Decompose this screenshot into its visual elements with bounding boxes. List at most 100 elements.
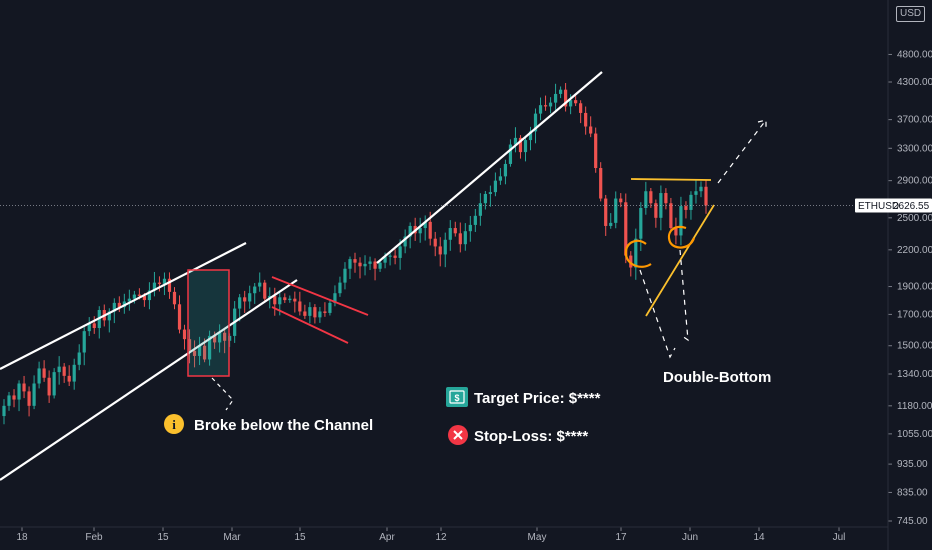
stop-loss-label: Stop-Loss: $**** bbox=[474, 428, 588, 445]
candle-body bbox=[574, 100, 578, 104]
candle-body bbox=[253, 286, 257, 294]
stop-icon-x bbox=[453, 430, 463, 440]
candle-body bbox=[82, 331, 86, 353]
candle-body bbox=[493, 180, 497, 193]
flag-upper-line[interactable] bbox=[271, 276, 369, 316]
y-tick-label: 1055.00 bbox=[897, 429, 932, 440]
candle-body bbox=[87, 323, 91, 332]
x-tick-label: 17 bbox=[615, 532, 627, 543]
target-icon bbox=[446, 387, 468, 407]
y-tick-label: 745.00 bbox=[897, 516, 928, 527]
candle-body bbox=[408, 225, 412, 237]
price-tag-price: 2626.55 bbox=[893, 201, 930, 212]
candle-body bbox=[629, 255, 633, 268]
candle-body bbox=[609, 222, 613, 226]
y-tick-label: 4800.00 bbox=[897, 49, 932, 60]
candle-body bbox=[634, 238, 638, 268]
candle-body bbox=[52, 372, 56, 396]
y-tick-label: 1500.00 bbox=[897, 341, 932, 352]
candle-body bbox=[353, 259, 357, 263]
candle-body bbox=[614, 198, 618, 223]
candle-body bbox=[132, 294, 136, 299]
x-tick-label: Jul bbox=[833, 532, 846, 543]
candle-body bbox=[393, 255, 397, 258]
trend-upper-line[interactable] bbox=[376, 71, 603, 264]
target-icon-inner bbox=[449, 390, 465, 404]
candle-body bbox=[288, 298, 292, 301]
flag-lower-line[interactable] bbox=[271, 306, 349, 344]
candle-body bbox=[704, 186, 708, 206]
y-tick-label: 2500.00 bbox=[897, 213, 932, 224]
y-tick-label: 935.00 bbox=[897, 459, 928, 470]
candle-body bbox=[669, 203, 673, 229]
candle-body bbox=[157, 282, 162, 284]
breakdown-zone-box[interactable] bbox=[187, 269, 230, 377]
candle-body bbox=[47, 377, 51, 396]
channel-upper-line[interactable] bbox=[0, 242, 247, 370]
candle-body bbox=[428, 221, 432, 239]
y-tick-label: 4300.00 bbox=[897, 77, 932, 88]
candle-body bbox=[238, 297, 242, 309]
candle-body bbox=[418, 228, 422, 234]
candle-body bbox=[498, 176, 503, 181]
candle-body bbox=[207, 335, 212, 360]
candle-body bbox=[403, 236, 407, 247]
candle-body bbox=[293, 298, 297, 302]
projection-path-two bbox=[679, 249, 689, 342]
pattern-resistance-line[interactable] bbox=[630, 178, 712, 181]
candle-body bbox=[303, 311, 307, 316]
x-tick-label: 14 bbox=[753, 532, 765, 543]
info-icon bbox=[164, 414, 184, 434]
candle-body bbox=[589, 126, 593, 134]
candle-body bbox=[202, 345, 207, 360]
candle-body bbox=[278, 297, 282, 305]
candle-body bbox=[508, 144, 513, 164]
bottom-two-marker[interactable] bbox=[667, 225, 696, 249]
candle-body bbox=[463, 231, 467, 245]
channel-break-annotation: i Broke below the Channel bbox=[164, 414, 373, 434]
x-tick-label: Jun bbox=[682, 532, 698, 543]
bottom-one-marker[interactable] bbox=[624, 239, 652, 268]
candle-body bbox=[323, 311, 327, 313]
currency-selector[interactable]: USD bbox=[896, 6, 926, 22]
channel-lower-line[interactable] bbox=[0, 279, 298, 481]
candle-body bbox=[528, 131, 533, 141]
candle-body bbox=[433, 238, 437, 247]
candle-body bbox=[503, 163, 508, 177]
candle-body bbox=[258, 282, 262, 287]
candle-body bbox=[333, 293, 337, 303]
candle-body bbox=[569, 100, 573, 107]
target-icon-glyph: $ bbox=[454, 393, 459, 403]
candle-body bbox=[167, 278, 172, 292]
candle-body bbox=[694, 191, 698, 195]
candle-body bbox=[538, 105, 543, 114]
y-tick-label: 1340.00 bbox=[897, 369, 932, 380]
candle-body bbox=[313, 307, 317, 318]
candle-body bbox=[308, 307, 312, 316]
currency-label: USD bbox=[900, 8, 922, 19]
candle-body bbox=[273, 295, 277, 305]
y-axis[interactable]: 745.00 835.00 935.00 1055.00 1180.00 1340.00 1… bbox=[887, 0, 932, 550]
target-annotation: $ Target Price: $**** bbox=[446, 387, 601, 407]
price-tag: ETHUSD 2626.55 bbox=[855, 198, 932, 213]
target-label: Target Price: $**** bbox=[474, 390, 601, 407]
candle-body bbox=[543, 105, 548, 107]
candle-body bbox=[368, 261, 372, 264]
candle-body bbox=[343, 268, 347, 283]
candle-body bbox=[679, 206, 683, 236]
candle-body bbox=[548, 102, 553, 107]
candle-body bbox=[218, 332, 222, 343]
candle-body bbox=[594, 133, 598, 169]
candle-body bbox=[483, 193, 487, 204]
candle-body bbox=[192, 350, 197, 356]
pattern-support-line[interactable] bbox=[645, 204, 715, 317]
candle-body bbox=[147, 290, 152, 301]
channel-break-label: Broke below the Channel bbox=[194, 417, 373, 434]
x-axis[interactable]: 18 Feb 15 Mar 15 Apr 12 May 17 Jun 14 Jul bbox=[0, 526, 888, 543]
price-tag-background bbox=[855, 198, 932, 213]
candle-body bbox=[473, 215, 477, 225]
candle-body bbox=[664, 193, 668, 204]
candle-body bbox=[37, 368, 41, 384]
